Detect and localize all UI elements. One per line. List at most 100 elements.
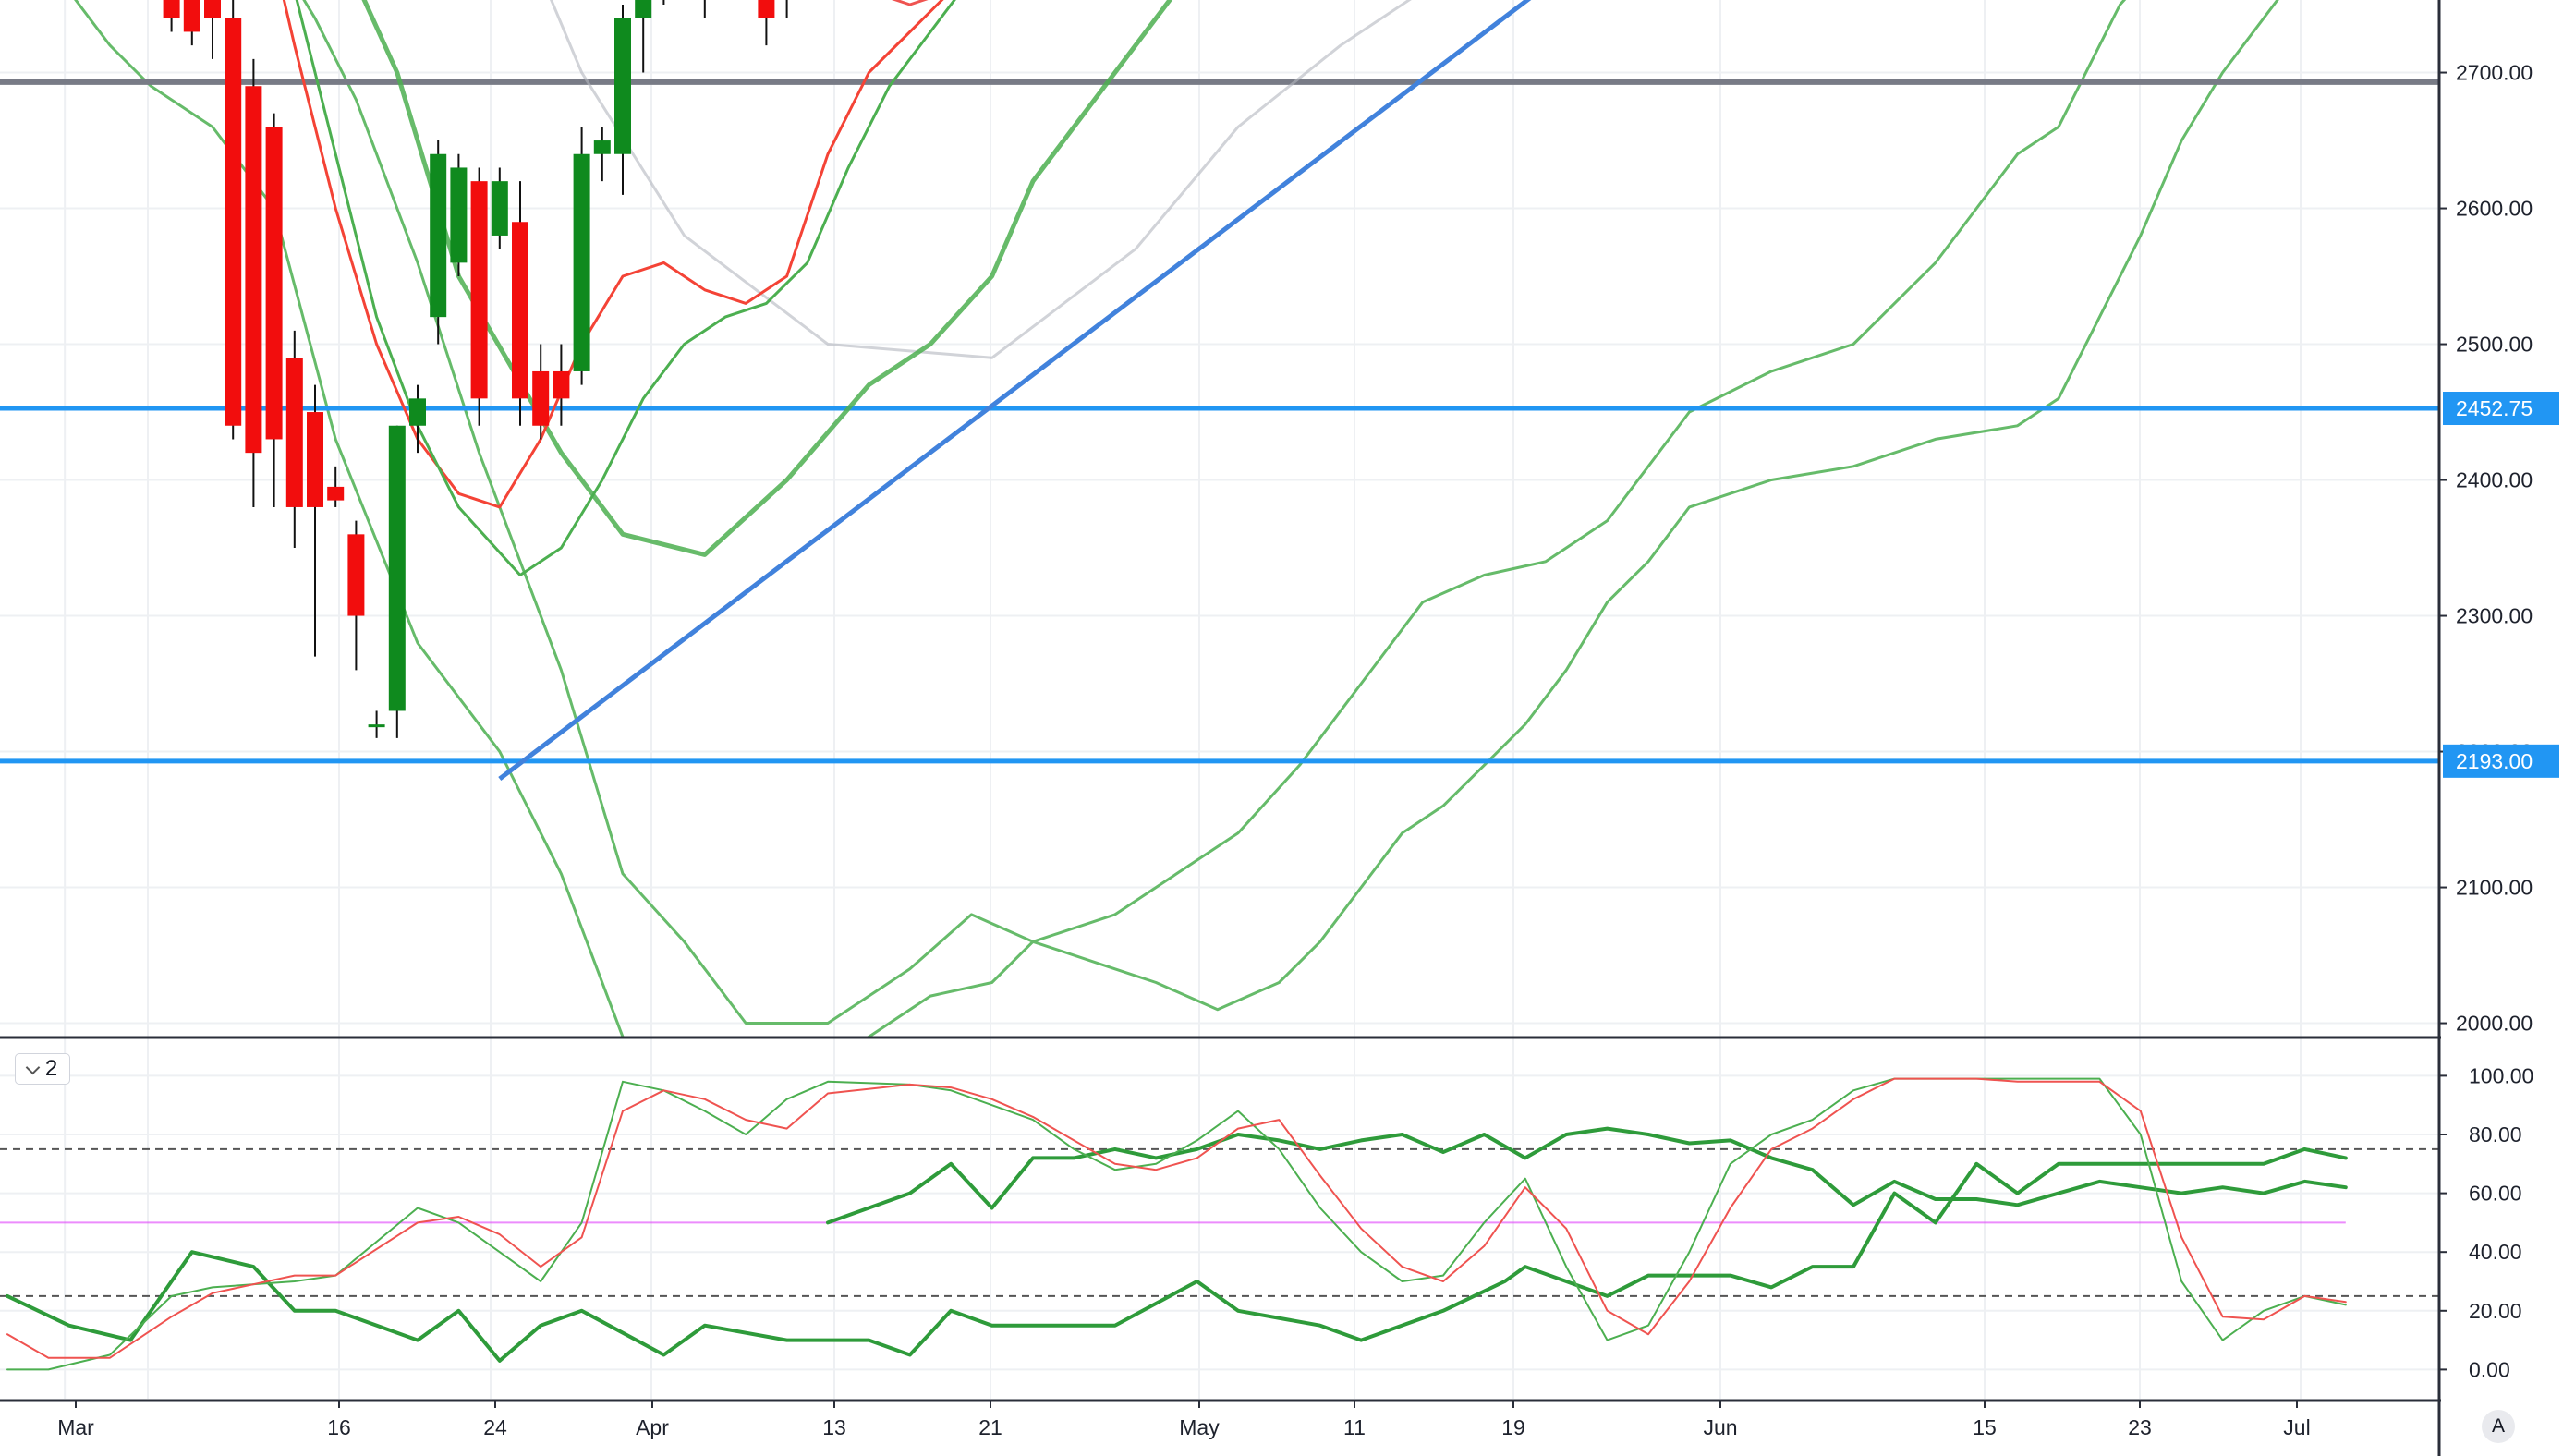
time-tick-label: Jul (2283, 1415, 2310, 1439)
candle-body (347, 534, 365, 616)
time-tick-label: 15 (1973, 1415, 1997, 1439)
chevron-down-icon (25, 1060, 41, 1074)
level-badge-box (2443, 744, 2559, 778)
price-axis[interactable]: 2000.002100.002200.002300.002400.002500.… (2439, 0, 2563, 1456)
osc-tick-label: 0.00 (2469, 1357, 2510, 1381)
candle-down[interactable] (245, 58, 262, 507)
candle-body (183, 0, 200, 32)
price-tick-label: 2300.00 (2456, 604, 2533, 628)
candle-up[interactable] (368, 710, 385, 738)
oscillator-pane (0, 1077, 2439, 1371)
candle-down[interactable] (204, 0, 221, 59)
candle-body (388, 425, 406, 711)
candle-up[interactable] (388, 425, 406, 738)
candle-body (450, 167, 468, 263)
candle-body (593, 140, 611, 154)
candle-body (573, 153, 590, 371)
time-tick-label: 13 (822, 1415, 846, 1439)
bb-lower-inner-line (302, 0, 2127, 1025)
candle-body (553, 370, 570, 399)
oscillator-series-line (6, 1077, 2347, 1371)
candle-down[interactable] (183, 0, 200, 46)
candle-up[interactable] (655, 0, 672, 6)
moving-averages (282, 0, 1412, 576)
candle-down[interactable] (553, 344, 570, 426)
candle-up[interactable] (779, 0, 796, 18)
ema-fast-line (295, 0, 956, 576)
osc-tick-label: 100.00 (2469, 1063, 2533, 1087)
price-tick-label: 2600.00 (2456, 197, 2533, 221)
interval-label: 2 (44, 1056, 58, 1081)
time-tick-label: 24 (483, 1415, 507, 1439)
candle-body (327, 486, 345, 501)
oscillator-series-line (6, 1077, 2347, 1359)
candle-body (470, 181, 488, 399)
auto-scale-button[interactable]: A (2482, 1410, 2515, 1443)
time-tick-label: 16 (327, 1415, 351, 1439)
candle-up[interactable] (614, 5, 631, 195)
level-badge[interactable]: 2452.75 (2443, 392, 2559, 426)
candle-up[interactable] (491, 167, 508, 249)
candle-down[interactable] (327, 466, 345, 507)
candle-body (532, 370, 550, 426)
candle-body (635, 0, 652, 18)
price-tick-label: 2700.00 (2456, 61, 2533, 85)
interval-button[interactable]: 2 (15, 1053, 70, 1085)
price-tick-label: 2500.00 (2456, 333, 2533, 357)
candle-up[interactable] (635, 0, 652, 73)
price-axis-background (2441, 0, 2563, 1456)
candle-down[interactable] (265, 113, 283, 507)
candle-up[interactable] (593, 127, 611, 182)
candle-body (430, 153, 447, 318)
price-tick-label: 2000.00 (2456, 1012, 2533, 1036)
candle-down[interactable] (285, 330, 303, 549)
osc-tick-label: 20.00 (2469, 1299, 2522, 1323)
time-tick-label: 21 (978, 1415, 1002, 1439)
candle-up[interactable] (409, 384, 426, 454)
candle-down[interactable] (470, 167, 488, 426)
candle-down[interactable] (307, 384, 323, 657)
candle-up[interactable] (573, 127, 590, 385)
time-tick-label: Jun (1703, 1415, 1737, 1439)
candle-body (204, 0, 221, 18)
horizontal-levels (0, 79, 2439, 764)
osc-tick-label: 60.00 (2469, 1182, 2522, 1206)
candle-body (163, 0, 180, 18)
level-badge-box (2443, 392, 2559, 426)
level-badge-label: 2193.00 (2456, 749, 2533, 773)
candle-body (614, 18, 631, 154)
time-tick-label: May (1179, 1415, 1220, 1439)
candle-body (491, 181, 508, 236)
time-tick-label: 11 (1343, 1415, 1366, 1439)
candle-down[interactable] (163, 0, 180, 32)
osc-tick-label: 80.00 (2469, 1122, 2522, 1147)
level-badge[interactable]: 2193.00 (2443, 744, 2559, 778)
time-axis[interactable]: Mar 16 24 Apr 13 21 May 11 19 Jun 15 23 Jul (57, 1401, 2311, 1439)
candle-body (368, 724, 385, 728)
candle-body (307, 412, 323, 507)
candle-body (245, 86, 262, 454)
candle-up[interactable] (430, 140, 447, 345)
oscillator-series-line (6, 1147, 2348, 1363)
candle-down[interactable] (758, 0, 775, 46)
candle-body (285, 358, 303, 507)
candle-up[interactable] (450, 153, 468, 277)
candle-down[interactable] (512, 181, 528, 426)
osc-tick-label: 40.00 (2469, 1240, 2522, 1264)
candle-up[interactable] (697, 0, 713, 18)
candle-body (409, 398, 426, 426)
trendline-line[interactable] (498, 0, 2346, 781)
candle-down[interactable] (225, 0, 242, 440)
ema-red-line (282, 0, 944, 509)
trendline[interactable] (498, 0, 2346, 781)
auto-scale-label: A (2491, 1415, 2505, 1437)
candlesticks[interactable] (0, 0, 1677, 738)
candle-down[interactable] (532, 344, 550, 440)
ma-grey-line (550, 0, 1412, 359)
price-tick-label: 2400.00 (2456, 468, 2533, 492)
level-badge-label: 2452.75 (2456, 396, 2533, 420)
ma-green-line (361, 0, 1173, 557)
candle-down[interactable] (347, 520, 365, 671)
